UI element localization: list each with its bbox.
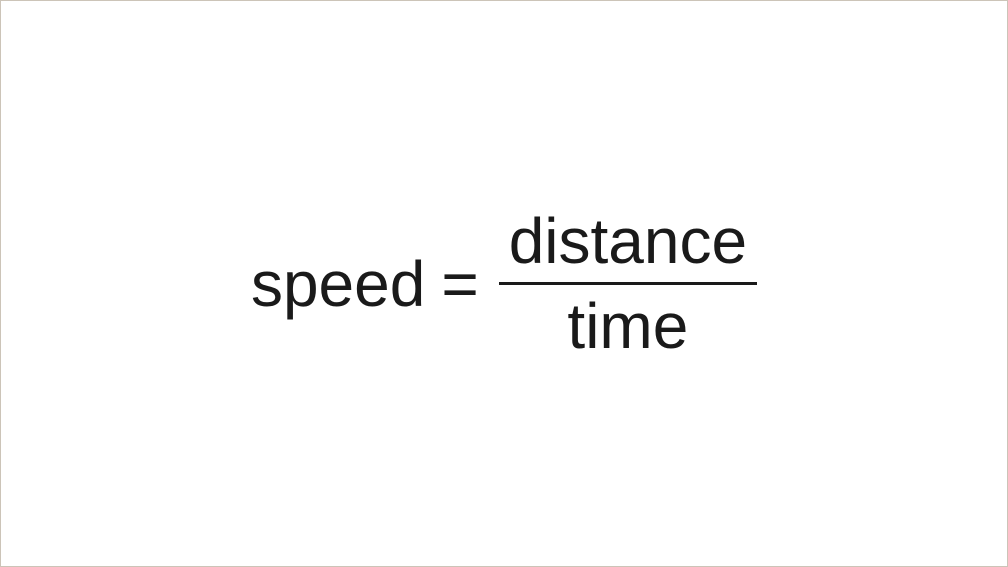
denominator: time — [557, 285, 698, 363]
speed-formula: speed = distance time — [251, 204, 757, 363]
numerator: distance — [499, 204, 757, 282]
formula-lhs: speed — [251, 247, 425, 321]
fraction: distance time — [499, 204, 757, 363]
equals-sign: = — [441, 247, 478, 321]
